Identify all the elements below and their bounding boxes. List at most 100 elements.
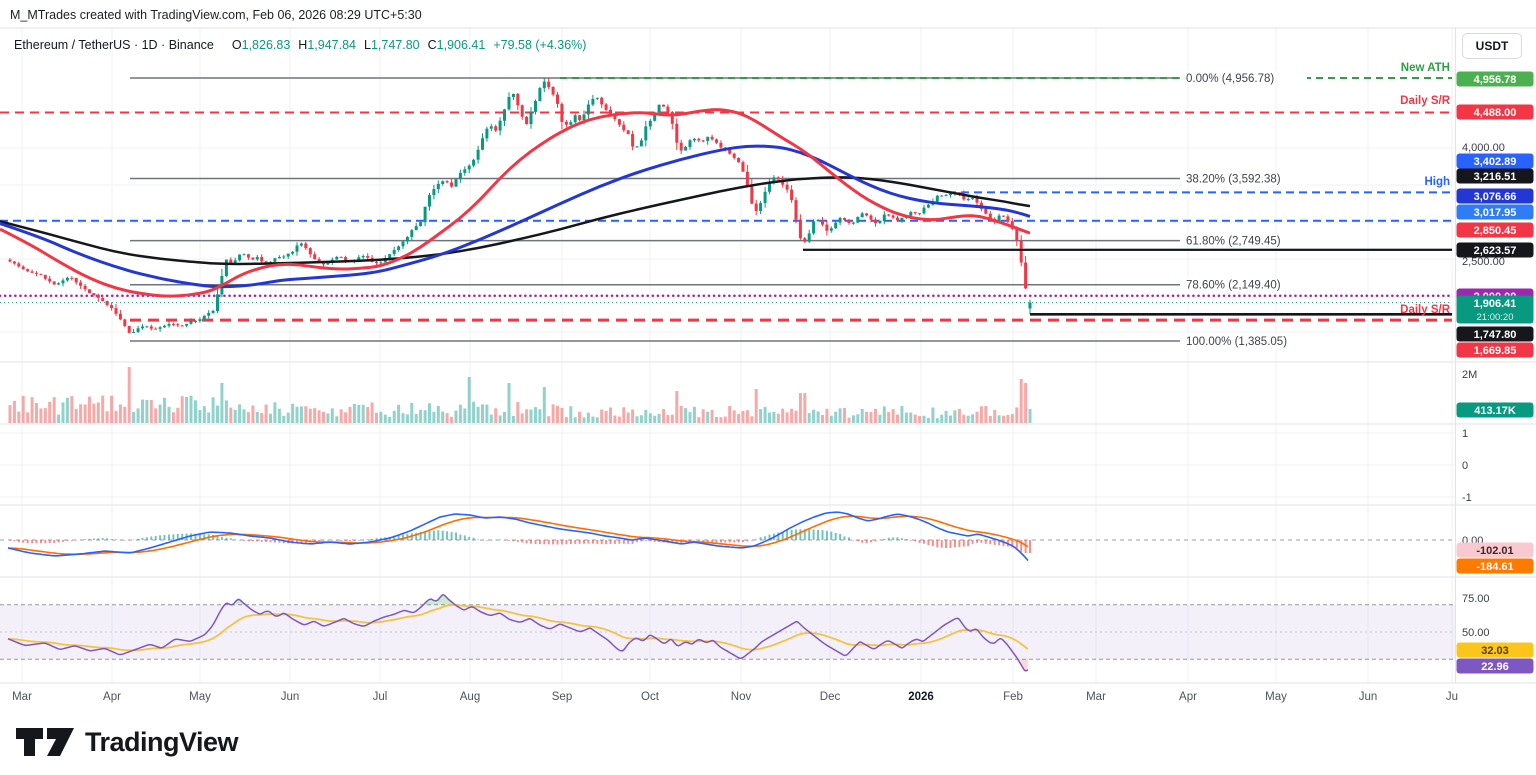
time-label[interactable]: Mar [12, 691, 32, 703]
time-label[interactable]: Feb [1003, 691, 1023, 703]
axis-badge[interactable] [1456, 642, 1534, 658]
rsi-indicator [7, 593, 1029, 672]
axis-badge-value: 1,669.85 [1474, 345, 1517, 357]
axis-tick: 75.00 [1462, 593, 1490, 605]
ohlc-key: H [298, 38, 308, 52]
time-label[interactable]: Jul [373, 691, 388, 703]
axis-badge[interactable] [1456, 402, 1534, 418]
time-label[interactable]: May [189, 691, 211, 703]
axis-badge[interactable] [1456, 71, 1534, 87]
axis-badge-value: 4,488.00 [1474, 107, 1517, 119]
watermark-note: M_MTrades created with TradingView.com, … [10, 8, 422, 22]
axis-badge-value: 2,850.45 [1474, 225, 1517, 237]
axis-badge-value: 4,956.78 [1474, 74, 1517, 86]
pane-separators [0, 27, 1536, 684]
rsi-band [0, 604, 1455, 660]
axis-badge-value: 32.03 [1481, 645, 1509, 657]
fib-label: 78.60% (2,149.40) [1186, 280, 1281, 292]
ohlc-key: O [231, 38, 242, 52]
volume-histogram[interactable] [8, 367, 1032, 423]
axis-badge[interactable] [1456, 542, 1534, 558]
axis-badge[interactable] [1456, 188, 1534, 204]
axis-badge-value: 2,623.57 [1474, 245, 1517, 257]
axis-badge[interactable] [1456, 168, 1534, 184]
time-label[interactable]: Oct [641, 691, 660, 703]
rsi-line [7, 593, 1029, 672]
axis-badge[interactable] [1456, 558, 1534, 574]
ohlc-key: C [427, 38, 437, 52]
axis-badge[interactable] [1456, 242, 1534, 258]
fib-label: 0.00% (4,956.78) [1186, 73, 1274, 85]
ma-red-line [0, 108, 1031, 298]
time-label[interactable]: Dec [820, 691, 841, 703]
grid-lines [0, 28, 1455, 683]
ma-blue-line [0, 144, 1031, 289]
price-axis-badges: 4,956.78 4,488.00 3,402.89 3,216.51 3,076.66… [1456, 71, 1534, 674]
drawing-label[interactable]: High [1424, 176, 1450, 188]
time-label[interactable]: Jun [281, 691, 300, 703]
time-label[interactable]: Jun [1359, 691, 1378, 703]
bar-countdown: 21:00:20 [1477, 312, 1514, 323]
axis-badge-value: 3,076.66 [1474, 191, 1517, 203]
axis-badge[interactable] [1456, 222, 1534, 238]
change-value: +79.58 (+4.36%) [493, 38, 587, 52]
macd-signal-line [7, 515, 1029, 556]
axis-badge-value: 3,402.89 [1474, 156, 1517, 168]
candlestick-series[interactable] [8, 77, 1032, 334]
symbol-title: Ethereum / TetherUS · 1D · Binance [14, 38, 214, 52]
ohlc-value: 1,906.41 [436, 38, 486, 52]
currency-toggle-button[interactable]: USDT [1462, 33, 1522, 59]
time-label[interactable]: Apr [1179, 691, 1197, 703]
ma-black-line [0, 176, 1031, 266]
axis-badge[interactable] [1456, 326, 1534, 342]
fib-label: 38.20% (3,592.38) [1186, 174, 1281, 186]
ohlc-value: 1,826.83 [241, 38, 291, 52]
axis-badge[interactable] [1456, 342, 1534, 358]
fib-label: 61.80% (2,749.45) [1186, 236, 1281, 248]
axis-badge-value: -102.01 [1476, 545, 1513, 557]
axis-tick: 1 [1462, 428, 1468, 440]
axis-badge-value: -184.61 [1476, 561, 1513, 573]
axis-badge[interactable] [1456, 153, 1534, 169]
moving-averages [0, 108, 1452, 316]
symbol-legend[interactable]: Ethereum / TetherUS · 1D · Binance O1,826… [14, 38, 586, 52]
drawing-labels: New ATH Daily S/R High Daily S/R [1400, 62, 1451, 316]
axis-tick: 0 [1462, 460, 1468, 472]
ohlc-value: 1,947.84 [307, 38, 356, 52]
time-label[interactable]: Nov [731, 691, 752, 703]
footer-brand[interactable]: TradingView [14, 722, 239, 762]
ohlc-key: L [363, 38, 371, 52]
fib-label: 100.00% (1,385.05) [1186, 336, 1287, 348]
axis-badge-value: 3,216.51 [1474, 171, 1517, 183]
chart-canvas[interactable]: 0.00% (4,956.78) 38.20% (3,592.38) 61.80% … [0, 0, 1536, 710]
ohlc-values: O1,826.83 H1,947.84 L1,747.80 C1,906.41 [224, 38, 485, 52]
axis-badge-value: 1,747.80 [1474, 329, 1517, 341]
drawing-label[interactable]: Daily S/R [1400, 95, 1451, 107]
axis-badge-value: 1,906.41 [1474, 298, 1517, 310]
axis-badge[interactable] [1456, 295, 1534, 324]
axis-badge-value: 22.96 [1481, 661, 1509, 673]
drawing-label[interactable]: Daily S/R [1400, 304, 1451, 316]
ohlc-value: 1,747.80 [370, 38, 420, 52]
axis-badge-value: 3,017.95 [1474, 207, 1517, 219]
axis-badge[interactable] [1456, 658, 1534, 674]
axis-tick: 2M [1462, 369, 1477, 381]
time-label[interactable]: Aug [460, 691, 480, 703]
time-label[interactable]: Mar [1086, 691, 1106, 703]
axis-badge[interactable] [1456, 104, 1534, 120]
macd-line [7, 511, 1029, 562]
fib-labels: 0.00% (4,956.78) 38.20% (3,592.38) 61.80% … [1183, 71, 1307, 348]
time-label[interactable]: 2026 [908, 691, 934, 703]
time-label[interactable]: Sep [552, 691, 572, 703]
time-label[interactable]: May [1265, 691, 1287, 703]
axis-tick: 50.00 [1462, 627, 1490, 639]
axis-tick: -1 [1462, 492, 1472, 504]
axis-badge[interactable] [1456, 204, 1534, 220]
time-label[interactable]: Apr [103, 691, 121, 703]
time-label[interactable]: Ju [1446, 691, 1458, 703]
drawing-label[interactable]: New ATH [1401, 62, 1450, 74]
macd-indicator [7, 511, 1031, 562]
axis-tick: 4,000.00 [1462, 142, 1505, 154]
brand-name: TradingView [85, 726, 239, 757]
